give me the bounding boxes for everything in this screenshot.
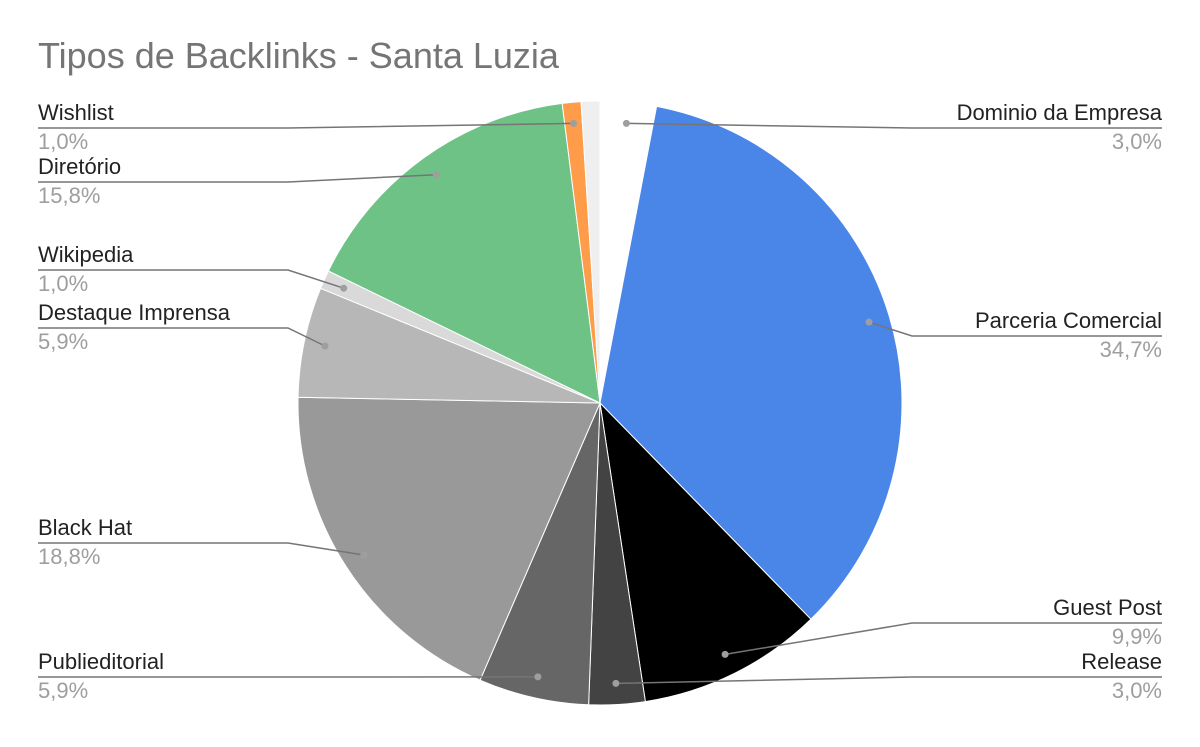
leader-dot (433, 171, 440, 178)
slice-name-label: Destaque Imprensa (38, 300, 231, 325)
slice-label-wikipedia: Wikipedia 1,0% (38, 242, 347, 296)
slice-name-label: Wishlist (38, 100, 114, 125)
leader-dot (623, 120, 630, 127)
slice-value-label: 34,7% (1100, 337, 1162, 362)
leader-dot (570, 120, 577, 127)
slice-value-label: 5,9% (38, 678, 88, 703)
slice-value-label: 1,0% (38, 129, 88, 154)
slice-label-black-hat: Black Hat 18,8% (38, 515, 367, 569)
slice-name-label: Black Hat (38, 515, 132, 540)
slice-name-label: Release (1081, 649, 1162, 674)
slice-name-label: Wikipedia (38, 242, 134, 267)
leader-dot (722, 651, 729, 658)
leader-dot (612, 680, 619, 687)
slice-name-label: Diretório (38, 154, 121, 179)
slice-name-label: Publieditorial (38, 649, 164, 674)
slice-value-label: 18,8% (38, 544, 100, 569)
slice-name-label: Dominio da Empresa (957, 100, 1163, 125)
leader-dot (340, 285, 347, 292)
leader-dot (322, 343, 329, 350)
slice-value-label: 3,0% (1112, 678, 1162, 703)
slice-label-destaque-imprensa: Destaque Imprensa 5,9% (38, 300, 329, 354)
slice-value-label: 15,8% (38, 183, 100, 208)
leader-dot (360, 552, 367, 559)
leader-dot (534, 673, 541, 680)
leader-dot (866, 319, 873, 326)
slice-value-label: 1,0% (38, 271, 88, 296)
slice-value-label: 3,0% (1112, 129, 1162, 154)
slice-name-label: Parceria Comercial (975, 308, 1162, 333)
slice-value-label: 9,9% (1112, 624, 1162, 649)
chart-title: Tipos de Backlinks - Santa Luzia (38, 35, 560, 76)
slice-label-parceria-comercial: Parceria Comercial 34,7% (866, 308, 1163, 362)
slice-value-label: 5,9% (38, 329, 88, 354)
pie-slices (298, 101, 902, 705)
slice-name-label: Guest Post (1053, 595, 1162, 620)
